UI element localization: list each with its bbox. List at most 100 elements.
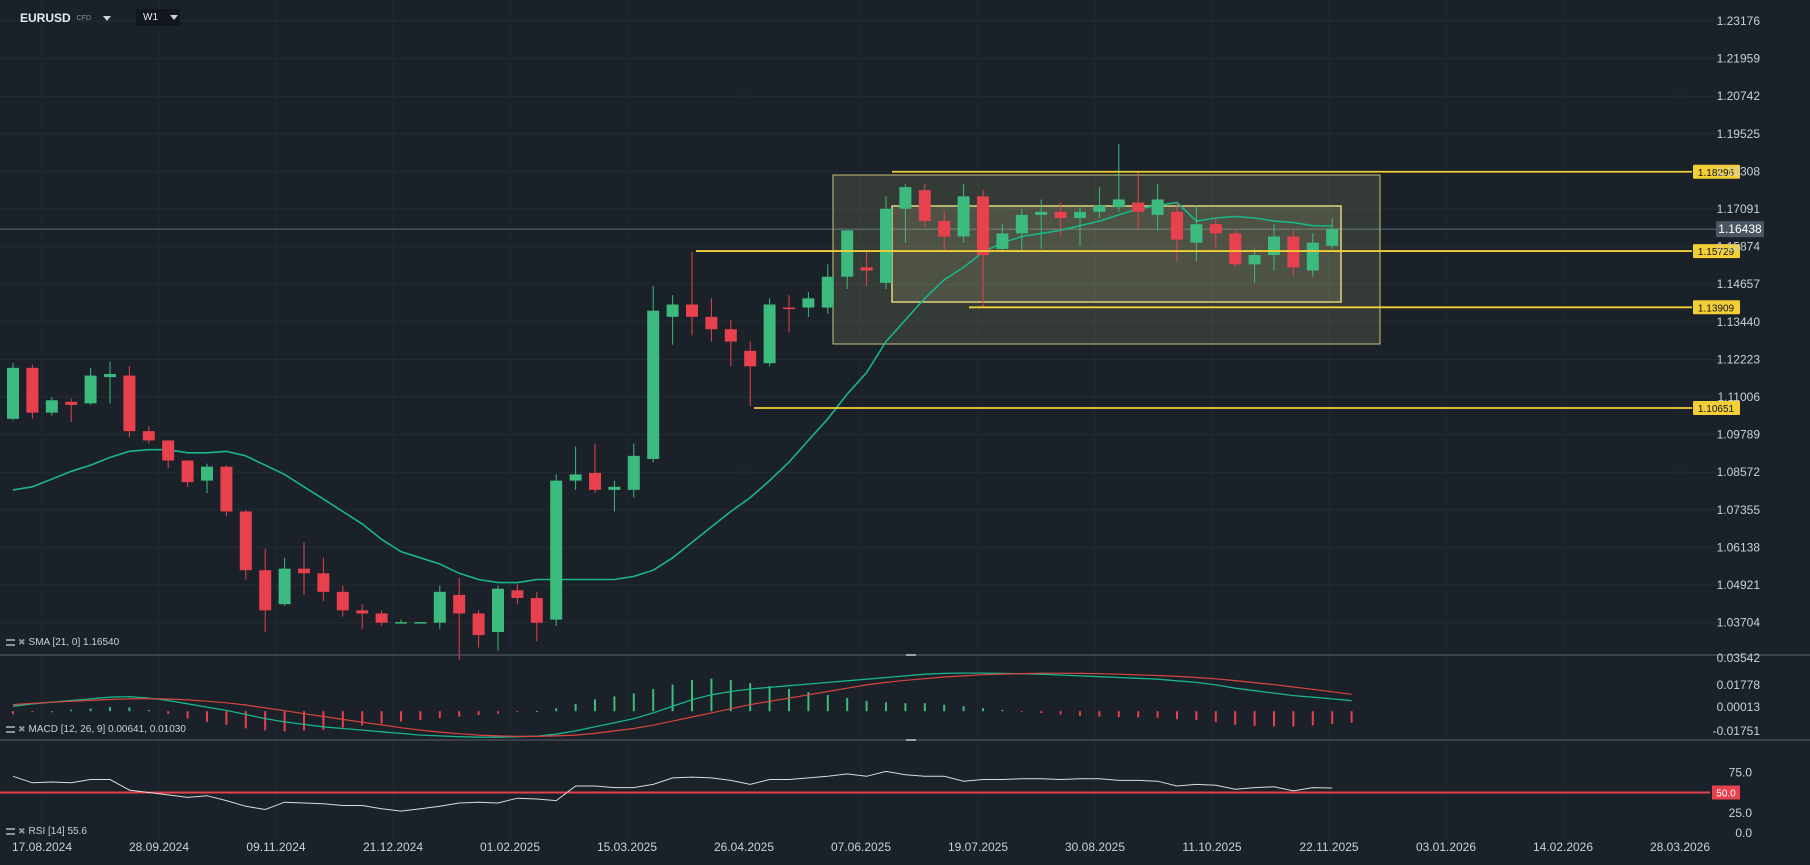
candle bbox=[666, 295, 679, 345]
candle-body bbox=[414, 622, 427, 624]
candle bbox=[1035, 199, 1048, 249]
macd-histogram-bar bbox=[264, 711, 267, 731]
candle-body bbox=[239, 511, 252, 571]
macd-histogram-bar bbox=[1273, 711, 1275, 727]
pane-resize-handle[interactable] bbox=[906, 739, 916, 741]
candle-body bbox=[899, 187, 912, 209]
candle bbox=[977, 190, 989, 308]
candle bbox=[686, 251, 698, 336]
macd-histogram-bar bbox=[982, 708, 984, 712]
timeframe-selector[interactable]: W1 bbox=[136, 9, 180, 26]
macd-histogram-bar bbox=[380, 711, 383, 724]
candle bbox=[783, 295, 795, 333]
candle-body bbox=[763, 304, 776, 364]
candle-body bbox=[375, 613, 388, 623]
candle-body bbox=[608, 486, 621, 490]
candle bbox=[7, 363, 19, 421]
candle-body bbox=[433, 591, 446, 623]
candle bbox=[511, 584, 524, 605]
candle bbox=[802, 292, 815, 317]
price-axis-label: 1.11006 bbox=[1718, 390, 1761, 404]
candle-body bbox=[686, 304, 698, 317]
price-axis-label: 1.06138 bbox=[1717, 540, 1761, 554]
close-icon[interactable]: ✖ bbox=[18, 826, 26, 836]
price-axis-label: 1.18308 bbox=[1717, 164, 1761, 178]
price-axis-label: 1.19525 bbox=[1717, 127, 1761, 141]
candlestick-series bbox=[7, 143, 1339, 660]
candle-body bbox=[666, 304, 679, 317]
candle-body bbox=[453, 594, 466, 614]
close-icon[interactable]: ✖ bbox=[18, 637, 26, 647]
candle-body bbox=[1209, 224, 1222, 234]
candle-body bbox=[957, 196, 970, 237]
macd-histogram-bar bbox=[109, 707, 111, 712]
rsi-axis-label: 25.0 bbox=[1729, 806, 1753, 820]
price-axis[interactable]: 1.23176 1.21959 1.20742 1.19525 1.18308 1.170… bbox=[1713, 14, 1764, 840]
price-axis-label: 1.08572 bbox=[1717, 465, 1761, 479]
candle bbox=[957, 184, 970, 243]
pane-resize-handle[interactable] bbox=[906, 654, 916, 656]
symbol-selector[interactable]: EURUSD CFD bbox=[20, 11, 112, 25]
level-price-tag bbox=[1693, 244, 1740, 259]
horizontal-levels[interactable]: 1.18296 1.15729 1.13909 1.10651 bbox=[696, 164, 1740, 415]
candle-body bbox=[569, 474, 582, 481]
macd-histogram-bar bbox=[885, 702, 887, 712]
macd-indicator-label: ✖ MACD [12, 26, 9] 0.00641, 0.01030 bbox=[6, 724, 186, 735]
macd-histogram-bar bbox=[574, 703, 577, 712]
sma-label-text: SMA [21, 0] 1.16540 bbox=[28, 637, 120, 648]
date-axis[interactable]: 17.08.2024 28.09.2024 09.11.2024 21.12.2024… bbox=[12, 840, 1710, 854]
close-icon[interactable]: ✖ bbox=[18, 724, 26, 734]
candle-body bbox=[918, 190, 931, 222]
candle-body bbox=[1229, 233, 1242, 265]
macd-histogram-bar bbox=[923, 703, 926, 712]
candle bbox=[84, 367, 97, 405]
candle-body bbox=[821, 276, 834, 308]
candle-body bbox=[65, 401, 78, 405]
candle bbox=[278, 557, 291, 606]
chevron-down-icon bbox=[103, 15, 112, 21]
candle-body bbox=[472, 613, 485, 636]
settings-icon[interactable] bbox=[6, 828, 15, 835]
settings-icon[interactable] bbox=[6, 639, 15, 646]
candle bbox=[259, 548, 272, 632]
candle bbox=[239, 509, 252, 580]
chart-grid bbox=[0, 20, 1720, 624]
candle-body bbox=[1054, 211, 1067, 218]
candle bbox=[453, 577, 466, 660]
macd-histogram-bar bbox=[1117, 711, 1120, 718]
candle bbox=[356, 604, 369, 629]
candle bbox=[26, 364, 39, 419]
candle-body bbox=[395, 622, 407, 624]
price-axis-label: 1.17091 bbox=[1717, 202, 1761, 216]
macd-histogram-bar bbox=[1214, 711, 1217, 723]
sma-polyline bbox=[12, 201, 1333, 584]
macd-histogram-bar bbox=[826, 694, 829, 712]
rsi-pane: 50.0 bbox=[0, 770, 1740, 812]
candle-body bbox=[802, 298, 815, 308]
current-price-text: 1.16438 bbox=[1718, 222, 1762, 236]
candle-body bbox=[1093, 205, 1106, 212]
pane-separators[interactable] bbox=[0, 654, 1810, 741]
candle bbox=[589, 443, 601, 493]
candle-body bbox=[336, 591, 349, 611]
candle bbox=[220, 465, 233, 517]
date-axis-label: 01.02.2025 bbox=[480, 840, 540, 854]
macd-axis-label: 0.03542 bbox=[1717, 651, 1761, 665]
macd-histogram-bar bbox=[458, 711, 461, 717]
date-axis-label: 17.08.2024 bbox=[12, 840, 72, 854]
macd-histogram-bar bbox=[904, 703, 907, 712]
date-axis-label: 19.07.2025 bbox=[948, 840, 1008, 854]
candle-body bbox=[278, 568, 291, 605]
macd-histogram-bar bbox=[400, 711, 402, 722]
macd-histogram-bar bbox=[516, 711, 519, 713]
macd-histogram-bar bbox=[1040, 711, 1043, 713]
candle-body bbox=[317, 573, 330, 592]
candle bbox=[530, 591, 543, 642]
settings-icon[interactable] bbox=[6, 726, 15, 733]
candle bbox=[569, 446, 582, 490]
macd-axis-label: 0.01778 bbox=[1717, 678, 1761, 692]
candle bbox=[996, 224, 1009, 252]
candle bbox=[1151, 184, 1164, 231]
candle-body bbox=[627, 455, 640, 490]
